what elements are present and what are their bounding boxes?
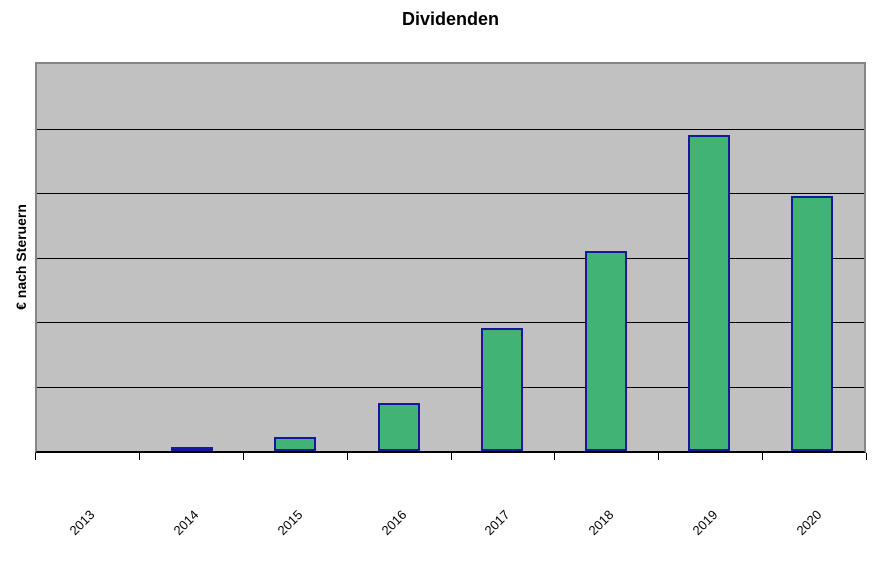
- x-axis-tick: [866, 453, 867, 460]
- x-axis-label-2018: 2018: [585, 507, 617, 539]
- bar-2018: [585, 251, 627, 451]
- gridline: [37, 193, 864, 194]
- x-axis-tick: [658, 453, 659, 460]
- x-axis-tick: [139, 453, 140, 460]
- plot-area: [35, 62, 866, 453]
- x-axis-tick: [243, 453, 244, 460]
- gridline: [37, 129, 864, 130]
- y-axis-label: € nach Steruern: [13, 204, 29, 310]
- bar-2014: [171, 447, 213, 451]
- bar-2020: [791, 196, 833, 451]
- x-axis-label-2019: 2019: [689, 507, 721, 539]
- bar-2019: [688, 135, 730, 451]
- bar-2017: [481, 328, 523, 451]
- x-axis-tick: [762, 453, 763, 460]
- x-axis-tick: [451, 453, 452, 460]
- x-axis-label-2020: 2020: [793, 507, 825, 539]
- x-axis-label-2017: 2017: [481, 507, 513, 539]
- x-axis-label-2015: 2015: [274, 507, 306, 539]
- x-axis-label-2014: 2014: [170, 507, 202, 539]
- x-axis-tick: [554, 453, 555, 460]
- bar-2015: [274, 437, 316, 451]
- bar-2016: [378, 403, 420, 451]
- x-axis-label-2013: 2013: [66, 507, 98, 539]
- gridline: [37, 322, 864, 323]
- x-axis-tick: [35, 453, 36, 460]
- x-axis-label-2016: 2016: [378, 507, 410, 539]
- gridline: [37, 387, 864, 388]
- x-axis-tick: [347, 453, 348, 460]
- gridline: [37, 258, 864, 259]
- chart-title: Dividenden: [401, 9, 499, 29]
